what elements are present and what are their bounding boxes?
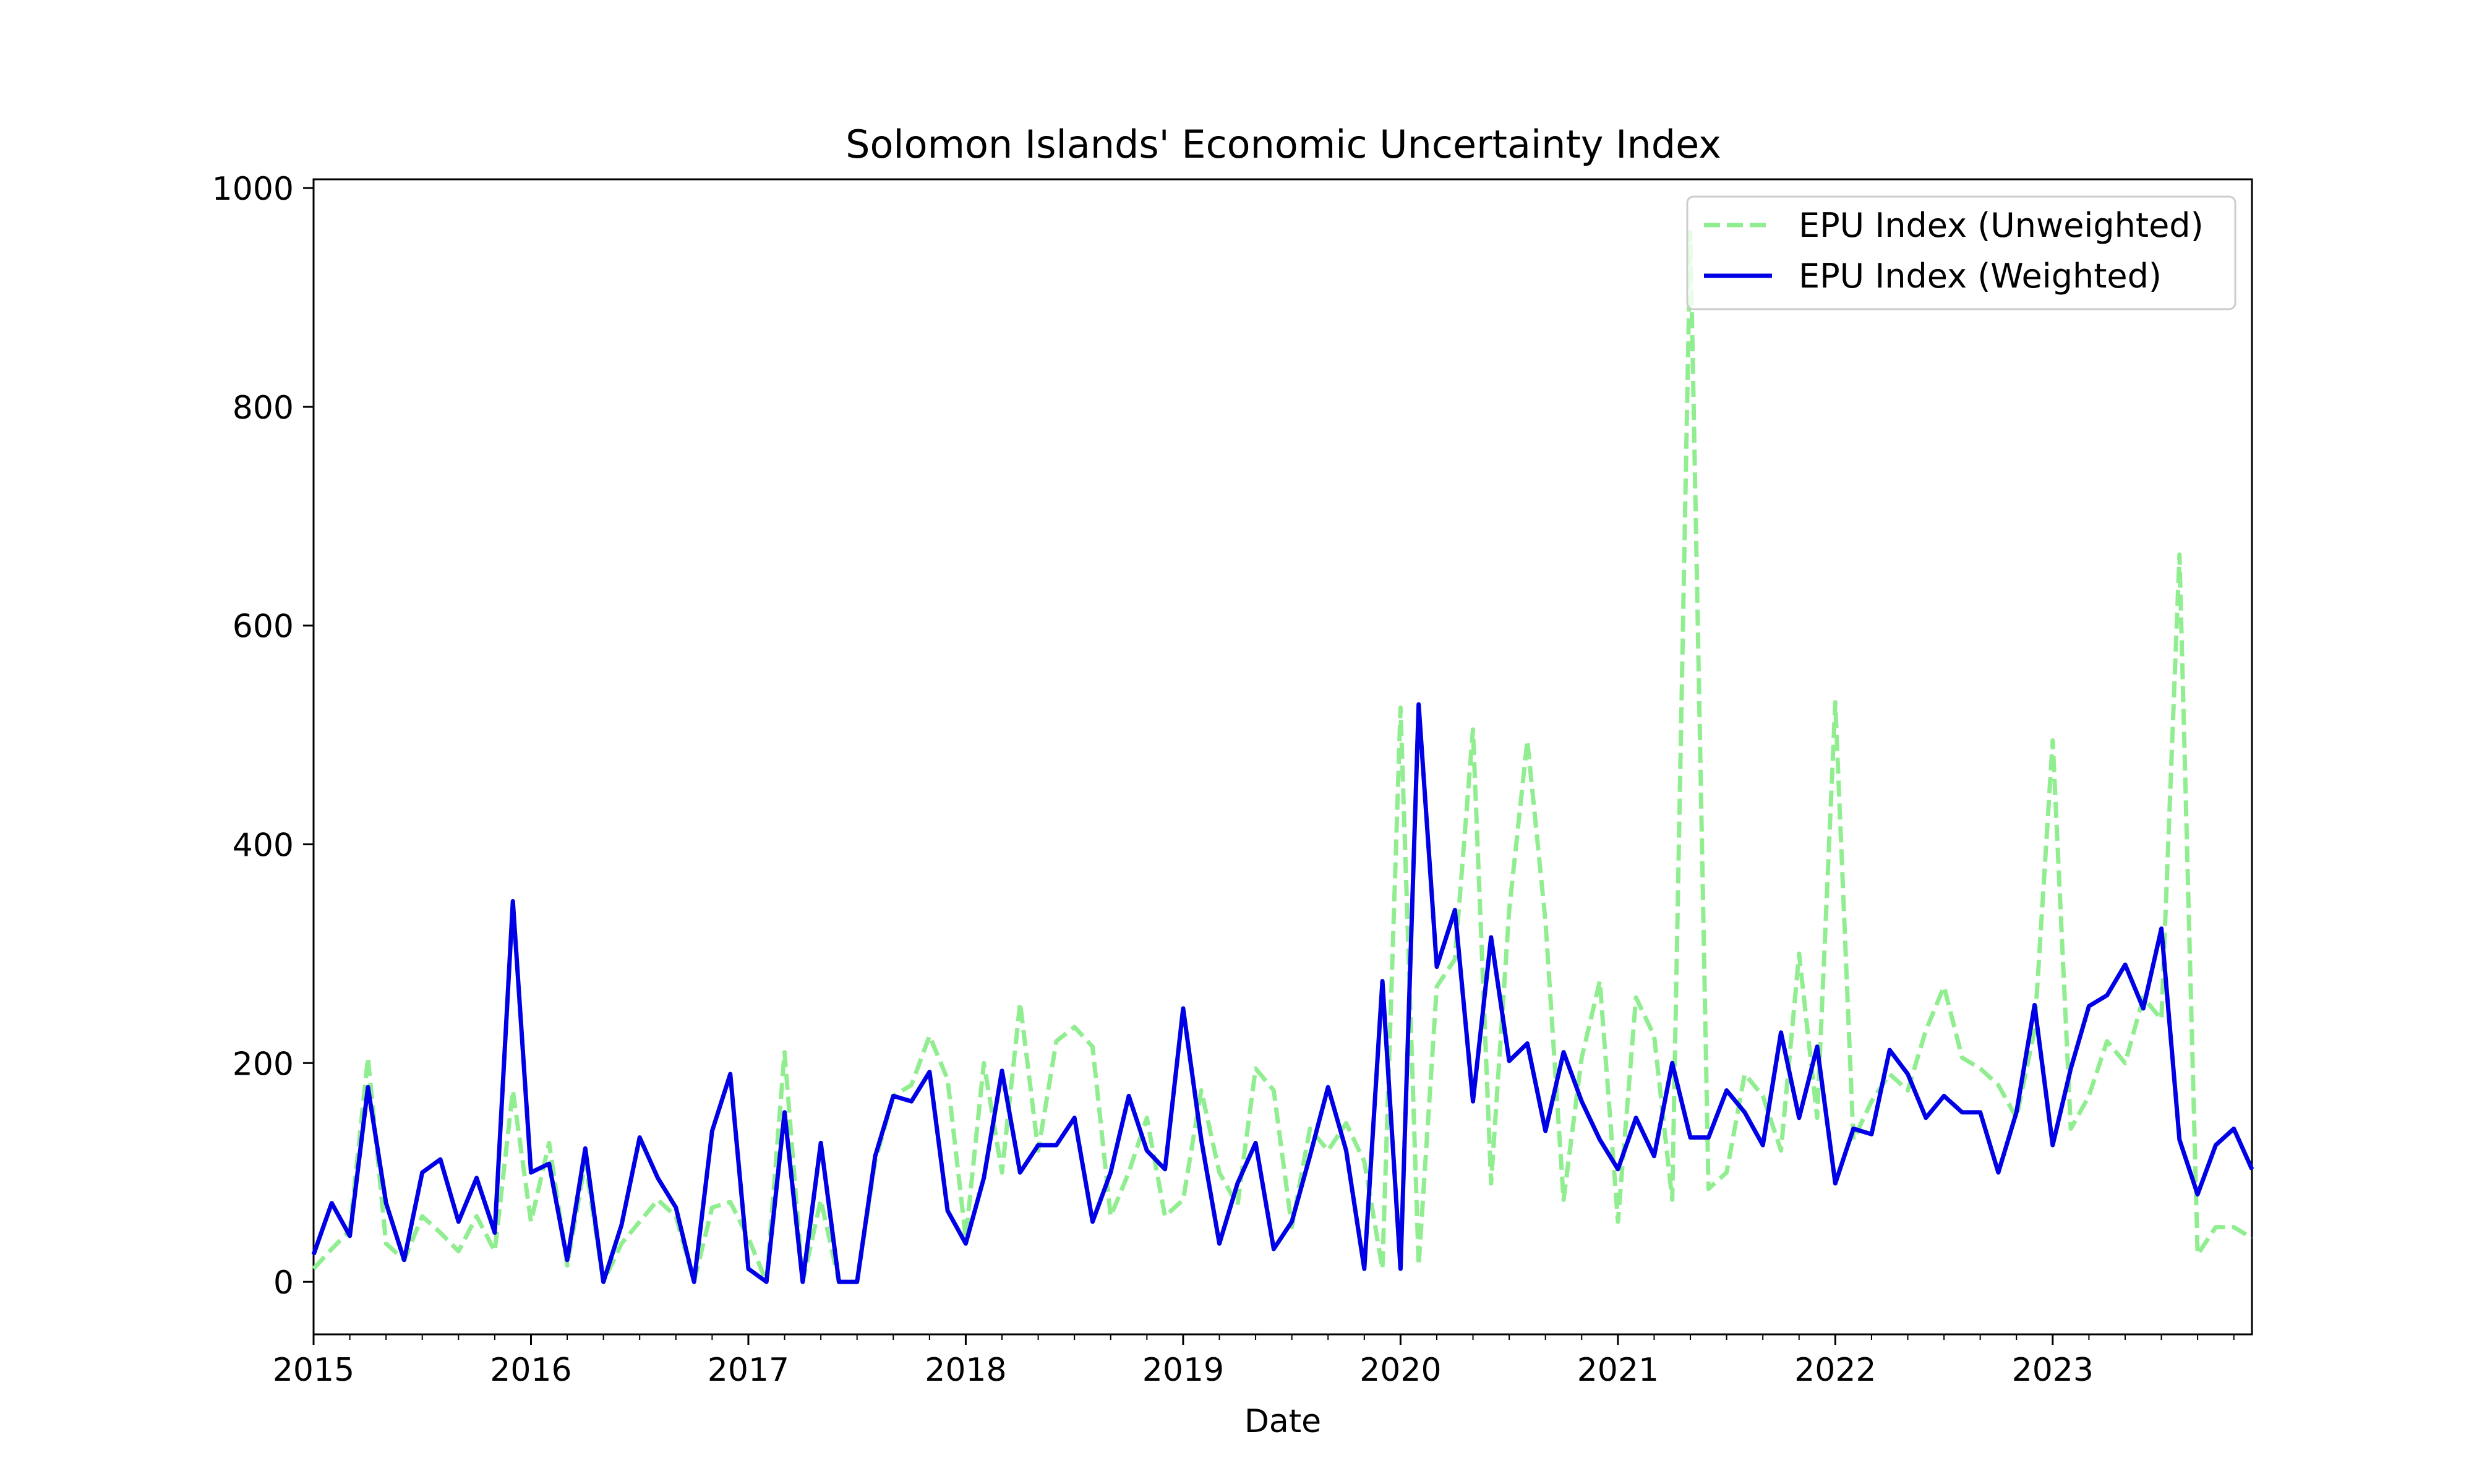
y-tick-label: 600 bbox=[233, 608, 294, 646]
legend-box bbox=[1686, 195, 2236, 310]
y-tick-label: 200 bbox=[233, 1046, 294, 1083]
x-tick-label: 2016 bbox=[490, 1352, 571, 1389]
y-tick-label: 1000 bbox=[212, 171, 294, 208]
y-tick-label: 0 bbox=[273, 1264, 294, 1302]
plot-frame bbox=[312, 178, 2253, 1336]
x-tick-label: 2015 bbox=[273, 1352, 354, 1389]
series-line-weighted bbox=[311, 702, 2254, 1284]
series-layer bbox=[311, 229, 2254, 1284]
plot-area bbox=[311, 178, 2254, 1336]
chart-title: Solomon Islands' Economic Uncertainty In… bbox=[845, 122, 1721, 167]
x-tick-label: 2021 bbox=[1577, 1352, 1659, 1389]
legend-label-unweighted: EPU Index (Unweighted) bbox=[1799, 206, 2204, 245]
x-axis-label: Date bbox=[1244, 1403, 1321, 1440]
y-tick-label: 400 bbox=[233, 827, 294, 864]
x-tick-label: 2017 bbox=[708, 1352, 789, 1389]
legend: EPU Index (Unweighted) EPU Index (Weight… bbox=[1686, 195, 2236, 310]
x-tick-label: 2018 bbox=[925, 1352, 1006, 1389]
x-axis: 2015 2016 2017 2018 2019 2020 2021 2022 2023 bbox=[273, 1334, 2235, 1389]
x-tick-label: 2020 bbox=[1359, 1352, 1441, 1389]
x-tick-label: 2023 bbox=[2012, 1352, 2094, 1389]
x-tick-label: 2022 bbox=[1794, 1352, 1876, 1389]
x-tick-label: 2019 bbox=[1142, 1352, 1224, 1389]
y-tick-label: 800 bbox=[233, 390, 294, 427]
series-line-unweighted bbox=[312, 229, 2253, 1284]
legend-label-weighted: EPU Index (Weighted) bbox=[1799, 257, 2162, 296]
y-axis: 0 200 400 600 800 1000 bbox=[212, 171, 314, 1302]
